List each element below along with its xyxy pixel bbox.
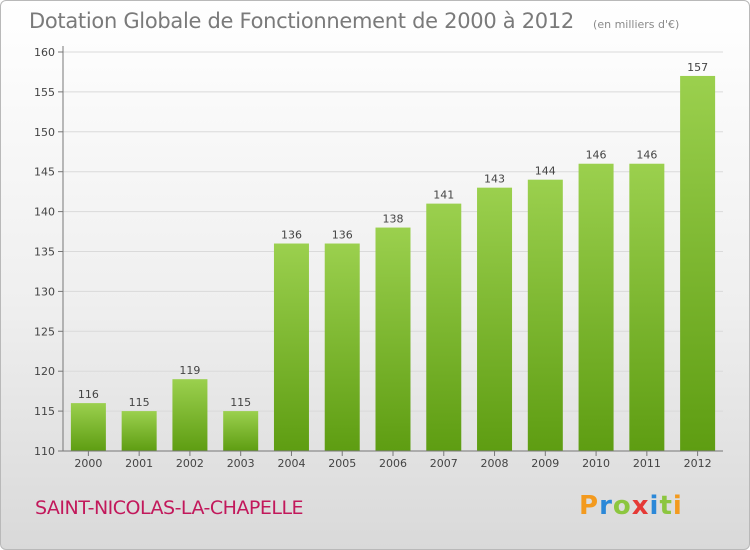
y-tick-label: 150 [34, 126, 55, 139]
value-label-2006: 138 [383, 213, 404, 226]
labels: 110 115 120 125 130 135 140 145 150 155 160 116 2000… [34, 46, 712, 470]
y-tick-label: 130 [34, 285, 55, 298]
bars [70, 75, 716, 451]
x-tick-label-2004: 2004 [277, 457, 305, 470]
chart-title: Dotation Globale de Fonctionnement de 20… [29, 9, 574, 33]
value-label-2009: 144 [535, 165, 556, 178]
x-tick-label-2003: 2003 [227, 457, 255, 470]
bar-2009 [527, 179, 563, 451]
axes [58, 46, 723, 456]
value-label-2008: 143 [484, 173, 505, 186]
bar-2010 [578, 163, 614, 451]
y-tick-label: 110 [34, 445, 55, 458]
bar-2007 [426, 203, 462, 451]
title-row: Dotation Globale de Fonctionnement de 20… [29, 9, 679, 33]
bar-2000 [70, 403, 106, 451]
x-tick-label-2009: 2009 [531, 457, 559, 470]
bar-2002 [172, 379, 208, 451]
bar-2003 [223, 411, 259, 451]
x-tick-label-2001: 2001 [125, 457, 153, 470]
y-tick-label: 125 [34, 325, 55, 338]
value-label-2007: 141 [433, 189, 454, 202]
bar-2005 [324, 243, 360, 451]
x-tick-label-2005: 2005 [328, 457, 356, 470]
value-label-2010: 146 [586, 149, 607, 162]
x-tick-label-2002: 2002 [176, 457, 204, 470]
x-tick-label-2008: 2008 [481, 457, 509, 470]
bar-2012 [680, 75, 716, 451]
bar-2008 [477, 187, 513, 451]
bar-2004 [273, 243, 309, 451]
bar-2001 [121, 411, 157, 451]
x-tick-label-2000: 2000 [74, 457, 102, 470]
y-tick-label: 135 [34, 246, 55, 259]
y-tick-label: 140 [34, 206, 55, 219]
value-label-2004: 136 [281, 229, 302, 242]
value-label-2002: 119 [179, 364, 200, 377]
commune-name: SAINT-NICOLAS-LA-CHAPELLE [35, 497, 304, 519]
y-tick-label: 115 [34, 405, 55, 418]
proxiti-logo[interactable]: Proxiti [579, 491, 683, 521]
value-label-2000: 116 [78, 388, 99, 401]
chart-subtitle: (en milliers d'€) [593, 18, 680, 31]
bar-2006 [375, 227, 411, 451]
x-tick-label-2010: 2010 [582, 457, 610, 470]
value-label-2003: 115 [230, 396, 251, 409]
x-tick-label-2006: 2006 [379, 457, 407, 470]
y-tick-label: 160 [34, 46, 55, 59]
value-label-2011: 146 [636, 149, 657, 162]
y-tick-label: 145 [34, 166, 55, 179]
x-tick-label-2007: 2007 [430, 457, 458, 470]
y-tick-label: 155 [34, 86, 55, 99]
value-label-2012: 157 [687, 61, 708, 74]
value-label-2001: 115 [129, 396, 150, 409]
x-tick-label-2012: 2012 [684, 457, 712, 470]
value-label-2005: 136 [332, 229, 353, 242]
bar-2011 [629, 163, 665, 451]
y-tick-label: 120 [34, 365, 55, 378]
x-tick-label-2011: 2011 [633, 457, 661, 470]
